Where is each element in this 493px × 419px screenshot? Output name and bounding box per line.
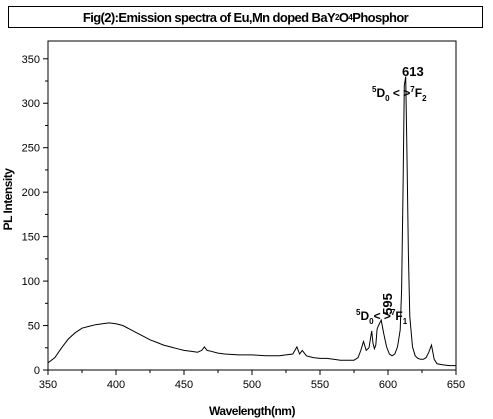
- y-tick-label: 50: [28, 321, 40, 333]
- transition-label-part: 7: [391, 308, 396, 317]
- title-part: Fig(2):Emission spectra of Eu,Mn doped B…: [82, 9, 336, 25]
- x-tick-label: 550: [311, 379, 329, 391]
- title-subscript: 4: [348, 12, 353, 22]
- transition-label-part: 0: [369, 317, 374, 326]
- transition-label-part: 7: [410, 85, 415, 94]
- transition-label: 5D0 < >7F2: [372, 85, 427, 103]
- transition-label-part: F: [415, 86, 422, 100]
- transition-label-part: F: [395, 309, 402, 323]
- emission-spectrum-line: [47, 76, 456, 367]
- y-tick-label: 300: [22, 98, 40, 110]
- chart-title: Fig(2):Emission spectra of Eu,Mn doped B…: [9, 7, 482, 27]
- title-part: O: [338, 9, 349, 25]
- y-axis-label: PL Intensity: [1, 168, 15, 231]
- chart-title-box: Fig(2):Emission spectra of Eu,Mn doped B…: [8, 6, 483, 28]
- y-tick-label: 250: [22, 143, 40, 155]
- y-tick-label: 0: [34, 365, 40, 377]
- x-tick-label: 350: [39, 379, 57, 391]
- transition-label-part: D: [360, 309, 369, 323]
- transition-label-part: 1: [403, 317, 408, 326]
- x-tick-label: 600: [379, 379, 397, 391]
- x-tick-label: 400: [107, 379, 125, 391]
- y-tick-label: 350: [22, 54, 40, 66]
- transition-label-part: 5: [356, 308, 361, 317]
- transition-label-part: 0: [385, 94, 390, 103]
- transition-label-part: 2: [422, 94, 427, 103]
- x-tick-label: 500: [243, 379, 261, 391]
- transition-label-part: D: [376, 86, 385, 100]
- y-tick-label: 200: [22, 187, 40, 199]
- x-axis-label: Wavelength(nm): [209, 404, 295, 418]
- title-part: Phosphor: [352, 9, 409, 25]
- peak-label-595: 595: [380, 293, 395, 315]
- transition-label-part: < >: [374, 309, 391, 323]
- peak-label-613: 613: [402, 64, 424, 79]
- y-tick-label: 150: [22, 232, 40, 244]
- x-tick-label: 650: [447, 379, 465, 391]
- title-subscript: 2: [335, 12, 339, 22]
- y-tick-label: 100: [22, 276, 40, 288]
- transition-label: 5D0< >7F1: [356, 308, 408, 326]
- x-tick-label: 450: [175, 379, 193, 391]
- transition-label-part: < >: [390, 86, 411, 100]
- transition-label-part: 5: [372, 85, 377, 94]
